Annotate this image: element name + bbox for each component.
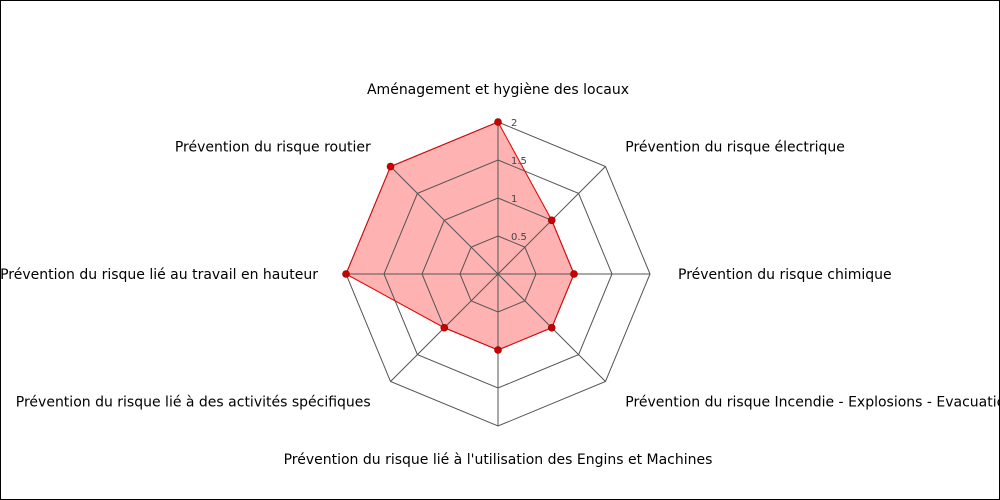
axis-spoke-7: [390, 166, 499, 275]
data-point-5: [440, 323, 449, 332]
axis-label-4: Prévention du risque lié à l'utilisation…: [284, 452, 713, 468]
data-point-6: [342, 270, 350, 278]
tick-label-3: 2: [511, 118, 517, 129]
axis-label-1: Prévention du risque électrique: [625, 140, 845, 156]
axis-label-0: Aménagement et hygiène des locaux: [367, 82, 629, 98]
data-point-7: [386, 162, 395, 171]
data-point-3: [547, 323, 556, 332]
tick-label-2: 1.5: [511, 156, 527, 167]
tick-label-0: 0.5: [511, 232, 527, 243]
data-point-1: [547, 216, 556, 225]
tick-label-1: 1: [511, 194, 517, 205]
axis-label-3: Prévention du risque Incendie - Explosio…: [625, 394, 999, 410]
axis-label-5: Prévention du risque lié à des activités…: [16, 394, 371, 410]
axis-label-6: Prévention du risque lié au travail en h…: [1, 267, 318, 283]
data-point-2: [570, 270, 578, 278]
data-point-4: [494, 346, 502, 354]
axis-label-7: Prévention du risque routier: [175, 140, 371, 156]
axis-label-2: Prévention du risque chimique: [678, 267, 892, 283]
data-point-0: [494, 118, 502, 126]
